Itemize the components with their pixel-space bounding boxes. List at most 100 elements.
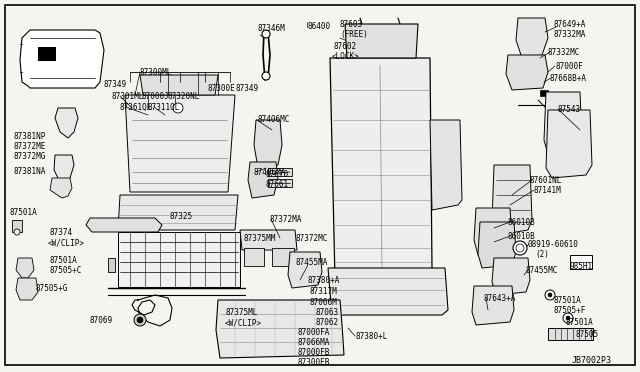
Text: 87325: 87325 (170, 212, 193, 221)
Bar (268, 168, 292, 176)
Text: (2): (2) (535, 250, 549, 259)
Polygon shape (492, 258, 530, 295)
Bar (118, 232, 240, 287)
Text: 87066MA: 87066MA (297, 338, 330, 347)
Text: 86400: 86400 (307, 22, 330, 31)
Text: 87320NL: 87320NL (168, 92, 200, 101)
Text: 87602: 87602 (334, 42, 357, 51)
Bar (12, 220, 22, 232)
Text: 87000F: 87000F (555, 62, 583, 71)
Polygon shape (54, 155, 74, 182)
Bar (244, 248, 264, 266)
Polygon shape (478, 222, 516, 268)
Text: 87066M: 87066M (310, 298, 338, 307)
Text: 87380+A: 87380+A (308, 276, 340, 285)
Text: 87501A: 87501A (553, 296, 580, 305)
Polygon shape (55, 108, 78, 138)
Polygon shape (506, 55, 548, 90)
Text: 87372MA: 87372MA (269, 215, 301, 224)
Text: 87375ML: 87375ML (225, 308, 257, 317)
Polygon shape (108, 258, 115, 272)
Text: <W/CLIP>: <W/CLIP> (48, 238, 85, 247)
Text: 08919-60610: 08919-60610 (527, 240, 578, 249)
Polygon shape (546, 110, 592, 178)
Text: 86010B: 86010B (508, 232, 536, 241)
Text: 87455MC: 87455MC (526, 266, 558, 275)
Text: 87406MC: 87406MC (257, 115, 289, 124)
Text: 87332MC: 87332MC (548, 48, 580, 57)
Circle shape (545, 290, 555, 300)
Bar (38, 47, 56, 61)
Text: (FREE): (FREE) (340, 30, 368, 39)
Polygon shape (472, 286, 514, 325)
Bar (548, 328, 593, 340)
Text: 87000FA: 87000FA (297, 328, 330, 337)
Polygon shape (118, 195, 238, 230)
Text: 87501A: 87501A (10, 208, 38, 217)
Text: 87381NP: 87381NP (14, 132, 46, 141)
Text: 87311QL: 87311QL (148, 103, 180, 112)
Text: 87505+F: 87505+F (553, 306, 586, 315)
Circle shape (14, 229, 20, 235)
Text: 87063: 87063 (315, 308, 338, 317)
Text: 87372MG: 87372MG (14, 152, 46, 161)
Polygon shape (140, 75, 218, 95)
Polygon shape (474, 208, 512, 255)
Text: 87361QL: 87361QL (120, 103, 152, 112)
Text: 87069: 87069 (90, 316, 113, 325)
Bar (268, 179, 292, 187)
Text: 87317M: 87317M (310, 287, 338, 296)
Polygon shape (492, 165, 532, 235)
Text: 87501A: 87501A (565, 318, 593, 327)
Circle shape (513, 241, 527, 255)
Text: 87380+L: 87380+L (355, 332, 387, 341)
Polygon shape (254, 120, 282, 168)
Text: <W/CLIP>: <W/CLIP> (225, 318, 262, 327)
Text: 87374: 87374 (50, 228, 73, 237)
Circle shape (134, 314, 146, 326)
Text: 87601NL: 87601NL (530, 176, 563, 185)
Text: 87603: 87603 (340, 20, 363, 29)
Polygon shape (330, 58, 432, 280)
Text: 87670: 87670 (266, 170, 289, 179)
Circle shape (173, 103, 183, 113)
Text: 87141M: 87141M (534, 186, 562, 195)
Text: 87501A: 87501A (50, 256, 77, 265)
Circle shape (262, 30, 270, 38)
Text: 87346M: 87346M (258, 24, 285, 33)
Polygon shape (16, 258, 34, 278)
Circle shape (566, 316, 570, 320)
Circle shape (563, 313, 573, 323)
Text: 87381NA: 87381NA (14, 167, 46, 176)
Text: 87643+A: 87643+A (484, 294, 516, 303)
Circle shape (516, 244, 524, 252)
Circle shape (262, 72, 270, 80)
Polygon shape (430, 120, 462, 210)
Text: 87349: 87349 (235, 84, 258, 93)
Text: 87375MM: 87375MM (244, 234, 276, 243)
Polygon shape (20, 30, 104, 88)
Polygon shape (345, 24, 418, 58)
Polygon shape (125, 95, 235, 192)
Text: 87000FB: 87000FB (297, 348, 330, 357)
Text: 87372MC: 87372MC (295, 234, 328, 243)
Polygon shape (288, 252, 322, 288)
Polygon shape (86, 218, 162, 232)
Bar (540, 90, 548, 96)
Text: 87455MA: 87455MA (295, 258, 328, 267)
Polygon shape (248, 162, 278, 198)
Text: 87301ML: 87301ML (112, 92, 145, 101)
Text: 86010B: 86010B (508, 218, 536, 227)
Text: JB7002P3: JB7002P3 (572, 356, 612, 365)
Text: 87000J: 87000J (142, 92, 170, 101)
Text: 87332MA: 87332MA (554, 30, 586, 39)
Text: 87300EB: 87300EB (297, 358, 330, 367)
Text: 87505: 87505 (575, 330, 598, 339)
Text: 87300ML: 87300ML (140, 68, 172, 77)
Polygon shape (516, 18, 548, 58)
Polygon shape (240, 230, 297, 250)
Text: 87349: 87349 (104, 80, 127, 89)
Polygon shape (544, 92, 582, 162)
Text: 87300E: 87300E (207, 84, 235, 93)
Polygon shape (216, 300, 344, 358)
